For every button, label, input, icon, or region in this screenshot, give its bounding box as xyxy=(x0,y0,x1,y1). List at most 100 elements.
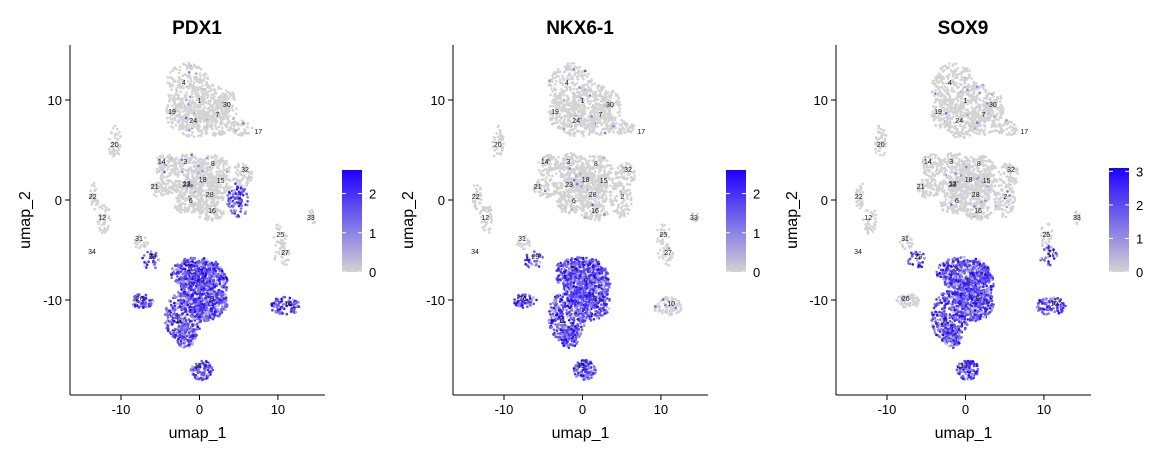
scatter-point xyxy=(178,86,181,89)
scatter-point xyxy=(171,323,174,326)
scatter-point xyxy=(193,306,196,309)
scatter-point xyxy=(221,174,224,177)
scatter-point xyxy=(135,246,138,249)
scatter-point xyxy=(208,364,211,367)
scatter-point xyxy=(290,310,293,313)
scatter-point xyxy=(278,253,281,256)
scatter-point xyxy=(592,95,595,98)
scatter-point xyxy=(199,167,202,170)
scatter-point xyxy=(557,156,560,159)
scatter-point xyxy=(203,121,206,124)
scatter-point xyxy=(117,138,120,141)
scatter-point xyxy=(566,114,569,117)
cluster-label: 28 xyxy=(206,192,214,199)
scatter-point xyxy=(242,194,245,197)
scatter-point xyxy=(200,360,203,363)
scatter-point xyxy=(589,103,592,106)
scatter-point xyxy=(199,200,202,203)
cluster-label: 22 xyxy=(89,194,97,201)
scatter-point xyxy=(202,317,205,320)
scatter-point xyxy=(208,189,211,192)
scatter-point xyxy=(222,163,225,166)
scatter-point xyxy=(555,98,558,101)
cluster-label: 15 xyxy=(217,178,225,185)
scatter-point xyxy=(237,165,240,168)
scatter-point xyxy=(226,163,229,166)
scatter-point xyxy=(226,203,229,206)
scatter-point xyxy=(573,88,576,91)
scatter-point xyxy=(559,127,562,130)
scatter-point xyxy=(587,115,590,118)
scatter-point xyxy=(573,62,576,65)
scatter-point xyxy=(632,128,635,131)
scatter-point xyxy=(197,301,200,304)
scatter-point xyxy=(219,107,222,110)
scatter-point xyxy=(569,129,572,132)
scatter-point xyxy=(98,206,101,209)
scatter-point xyxy=(219,192,222,195)
scatter-point xyxy=(182,115,185,118)
cluster-label: 8 xyxy=(211,161,215,168)
scatter-point xyxy=(587,86,590,89)
scatter-point xyxy=(551,78,554,81)
scatter-point xyxy=(232,201,235,204)
scatter-point xyxy=(176,110,179,113)
scatter-point xyxy=(204,101,207,104)
scatter-point xyxy=(576,76,579,79)
scatter-point xyxy=(178,159,181,162)
scatter-point xyxy=(585,93,588,96)
scatter-point xyxy=(145,294,148,297)
scatter-point xyxy=(89,190,92,193)
scatter-point xyxy=(594,108,597,111)
scatter-point xyxy=(154,266,157,269)
scatter-point xyxy=(588,133,591,136)
scatter-point xyxy=(208,169,211,172)
scatter-point xyxy=(211,89,214,92)
scatter-point xyxy=(210,93,213,96)
scatter-point xyxy=(207,278,210,281)
y-tick-label: 0 xyxy=(55,193,62,208)
scatter-point xyxy=(181,286,184,289)
scatter-point xyxy=(558,101,561,104)
scatter-point xyxy=(207,85,210,88)
scatter-point xyxy=(580,130,583,133)
scatter-point xyxy=(233,98,236,101)
scatter-point xyxy=(232,118,235,121)
cluster-label: 20 xyxy=(111,142,119,149)
scatter-point xyxy=(177,295,180,298)
scatter-point xyxy=(191,112,194,115)
scatter-point xyxy=(171,70,174,73)
scatter-point xyxy=(201,206,204,209)
scatter-point xyxy=(596,122,599,125)
scatter-point xyxy=(586,83,589,86)
scatter-point xyxy=(574,72,577,75)
scatter-point xyxy=(172,127,175,130)
scatter-point xyxy=(171,305,174,308)
scatter-point xyxy=(144,236,147,239)
scatter-point xyxy=(199,106,202,109)
scatter-point xyxy=(170,118,173,121)
scatter-point xyxy=(215,188,218,191)
scatter-point xyxy=(203,93,206,96)
scatter-point xyxy=(222,294,225,297)
scatter-point xyxy=(205,377,208,380)
scatter-point xyxy=(175,93,178,96)
scatter-point xyxy=(237,163,240,166)
scatter-point xyxy=(164,190,167,193)
scatter-point xyxy=(170,171,173,174)
scatter-point xyxy=(193,190,196,193)
scatter-point xyxy=(167,328,170,331)
scatter-point xyxy=(182,132,185,135)
scatter-point xyxy=(114,134,117,137)
scatter-point xyxy=(190,369,193,372)
scatter-point xyxy=(158,186,161,189)
scatter-point xyxy=(554,88,557,91)
scatter-point xyxy=(629,130,632,133)
y-axis-title: umap_2 xyxy=(17,191,34,249)
scatter-point xyxy=(202,378,205,381)
scatter-point xyxy=(190,103,193,106)
scatter-point xyxy=(186,154,189,157)
scatter-point xyxy=(225,99,228,102)
x-tick-label: 0 xyxy=(196,402,203,417)
scatter-point xyxy=(205,73,208,76)
